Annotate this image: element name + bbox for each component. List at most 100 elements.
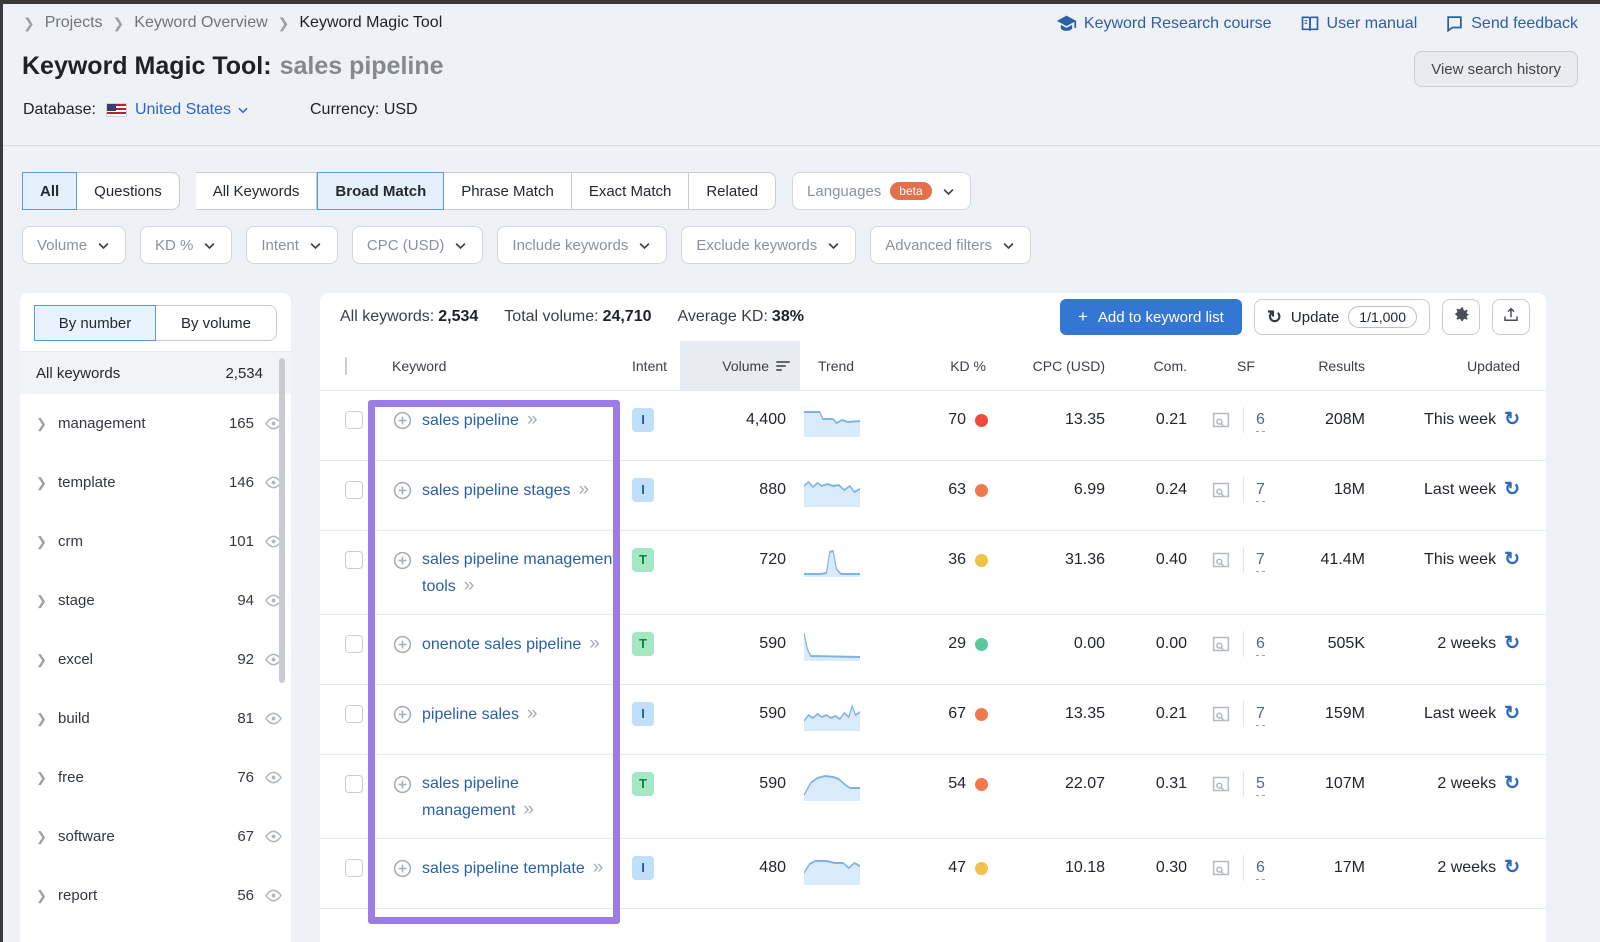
breadcrumb-item[interactable]: ❯ Keyword Magic Tool [277,14,443,31]
add-keyword-icon[interactable] [392,634,413,664]
eye-icon[interactable] [264,768,283,787]
keyword-research-course-link[interactable]: Keyword Research course [1056,13,1272,34]
filter-dropdown[interactable]: Exclude keywords [681,226,857,264]
expand-keyword-icon[interactable]: » [589,633,600,654]
match-tab[interactable]: Related [689,172,777,210]
refresh-metrics-icon[interactable]: ↻ [1504,857,1520,878]
chevron-right-icon[interactable]: ❯ [36,887,47,903]
keyword-group-row[interactable]: ❯ software 67 [20,807,291,866]
serp-features-count[interactable]: 7 [1256,479,1265,502]
match-tab[interactable]: All [22,172,78,210]
match-tab[interactable]: Phrase Match [444,172,572,210]
col-volume[interactable]: Volume [680,341,800,391]
row-checkbox[interactable] [345,705,363,723]
add-keyword-icon[interactable] [392,704,413,734]
keyword-group-row[interactable]: ❯ template 146 [20,453,291,512]
filter-dropdown[interactable]: CPC (USD) [351,226,484,264]
filter-dropdown[interactable]: Advanced filters [870,226,1031,264]
update-button[interactable]: ↻ Update 1/1,000 [1253,299,1430,335]
serp-preview-icon[interactable] [1211,551,1231,569]
col-keyword[interactable]: Keyword [392,358,447,374]
serp-features-count[interactable]: 7 [1256,549,1265,572]
keyword-link[interactable]: onenote sales pipeline» [422,633,600,654]
serp-preview-icon[interactable] [1211,775,1231,793]
keyword-group-row[interactable]: ❯ free 76 [20,748,291,807]
expand-keyword-icon[interactable]: » [523,799,534,820]
eye-icon[interactable] [264,709,283,728]
match-tab[interactable]: All Keywords [195,172,318,210]
col-intent[interactable]: Intent [632,358,668,374]
add-keyword-icon[interactable] [392,774,413,824]
serp-preview-icon[interactable] [1211,481,1231,499]
row-checkbox[interactable] [345,411,363,429]
col-com[interactable]: Com. [1153,358,1187,374]
view-search-history-button[interactable]: View search history [1414,51,1578,87]
refresh-metrics-icon[interactable]: ↻ [1504,409,1520,430]
sidebar-sort-tab[interactable]: By volume [156,305,277,341]
chevron-right-icon[interactable]: ❯ [36,415,47,431]
col-trend[interactable]: Trend [818,358,855,374]
select-all-checkbox[interactable] [345,357,347,375]
col-updated[interactable]: Updated [1467,358,1520,374]
match-tab[interactable]: Questions [77,172,180,210]
expand-keyword-icon[interactable]: » [463,575,475,596]
table-settings-button[interactable] [1442,299,1480,335]
row-checkbox[interactable] [345,859,363,877]
chevron-right-icon[interactable]: ❯ [36,533,47,549]
breadcrumb-item[interactable]: ❯ Keyword Overview [112,14,268,31]
expand-keyword-icon[interactable]: » [526,703,538,724]
database-selector[interactable]: United States [135,101,250,119]
expand-keyword-icon[interactable]: » [578,479,590,500]
row-checkbox[interactable] [345,551,363,569]
serp-preview-icon[interactable] [1211,705,1231,723]
row-checkbox[interactable] [345,481,363,499]
chevron-right-icon[interactable]: ❯ [36,710,47,726]
eye-icon[interactable] [264,827,283,846]
keyword-link[interactable]: pipeline sales» [422,703,538,724]
keyword-group-row[interactable]: ❯ report 56 [20,866,291,925]
refresh-metrics-icon[interactable]: ↻ [1504,479,1520,500]
serp-features-count[interactable]: 6 [1256,633,1265,656]
user-manual-link[interactable]: User manual [1300,14,1417,34]
serp-preview-icon[interactable] [1211,411,1231,429]
add-keyword-icon[interactable] [392,858,413,888]
filter-dropdown[interactable]: Volume [22,226,127,264]
col-results[interactable]: Results [1318,358,1365,374]
filter-dropdown[interactable]: KD % [140,226,233,264]
sidebar-sort-tab[interactable]: By number [34,305,156,341]
row-checkbox[interactable] [345,775,363,793]
keyword-group-row[interactable]: ❯ build 81 [20,689,291,748]
eye-icon[interactable] [264,886,283,905]
sidebar-scrollbar[interactable] [279,358,285,683]
keyword-link[interactable]: sales pipeline management» [422,775,534,820]
match-tab[interactable]: Exact Match [571,172,690,210]
serp-features-count[interactable]: 5 [1256,773,1265,796]
refresh-metrics-icon[interactable]: ↻ [1504,633,1520,654]
chevron-right-icon[interactable]: ❯ [36,592,47,608]
filter-dropdown[interactable]: Include keywords [497,226,668,264]
serp-preview-icon[interactable] [1211,635,1231,653]
keyword-group-row[interactable]: ❯ stage 94 [20,571,291,630]
export-button[interactable] [1492,299,1530,335]
add-keyword-icon[interactable] [392,480,413,510]
all-keywords-row[interactable]: All keywords 2,534 [20,352,291,394]
refresh-metrics-icon[interactable]: ↻ [1504,703,1520,724]
chevron-right-icon[interactable]: ❯ [36,769,47,785]
col-kd[interactable]: KD % [950,358,986,374]
keyword-group-row[interactable]: ❯ management 165 [20,394,291,453]
serp-features-count[interactable]: 6 [1256,857,1265,880]
col-cpc[interactable]: CPC (USD) [1032,358,1105,374]
keyword-group-row[interactable]: ❯ excel 92 [20,630,291,689]
breadcrumb-item[interactable]: ❯ Projects [23,14,103,31]
serp-features-count[interactable]: 7 [1256,703,1265,726]
languages-dropdown[interactable]: Languages beta [792,172,971,210]
keyword-link[interactable]: sales pipeline stages» [422,479,590,500]
filter-dropdown[interactable]: Intent [246,226,338,264]
chevron-right-icon[interactable]: ❯ [36,828,47,844]
expand-keyword-icon[interactable]: » [592,857,604,878]
add-keyword-icon[interactable] [392,410,413,440]
chevron-right-icon[interactable]: ❯ [36,651,47,667]
serp-features-count[interactable]: 6 [1256,409,1265,432]
add-to-keyword-list-button[interactable]: + Add to keyword list [1059,299,1242,335]
keyword-group-row[interactable]: ❯ crm 101 [20,512,291,571]
